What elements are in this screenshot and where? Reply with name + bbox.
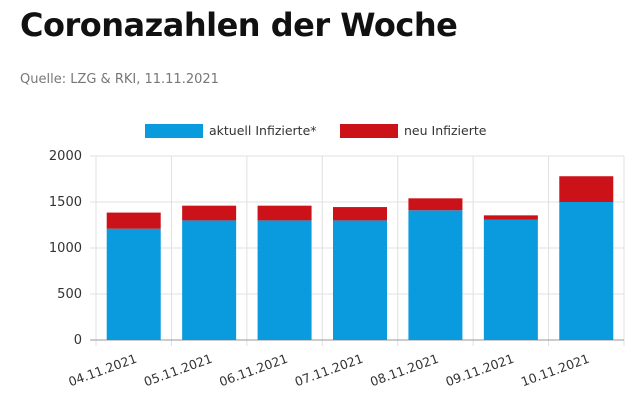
x-tick-label: 04.11.2021 bbox=[66, 351, 138, 390]
chart-title: Coronazahlen der Woche bbox=[20, 6, 458, 44]
bar-aktuell-infizierte bbox=[408, 210, 463, 340]
legend-label-aktuell-infizierte: aktuell Infizierte* bbox=[209, 123, 317, 138]
bar-neu-infizierte bbox=[483, 215, 538, 220]
bar-neu-infizierte bbox=[182, 205, 237, 221]
bar-neu-infizierte bbox=[559, 176, 614, 202]
bar-aktuell-infizierte bbox=[106, 228, 161, 340]
bar-aktuell-infizierte bbox=[257, 220, 312, 340]
y-tick-label: 1000 bbox=[49, 241, 82, 256]
x-tick-label: 06.11.2021 bbox=[217, 351, 289, 390]
x-tick-label: 10.11.2021 bbox=[519, 351, 591, 390]
bar-aktuell-infizierte bbox=[182, 220, 237, 340]
y-tick-label: 0 bbox=[74, 333, 82, 348]
bar-aktuell-infizierte bbox=[333, 220, 387, 340]
x-tick-label: 08.11.2021 bbox=[368, 351, 440, 390]
bar-aktuell-infizierte bbox=[483, 219, 538, 340]
x-tick-label: 05.11.2021 bbox=[142, 351, 214, 390]
source-note: Quelle: LZG & RKI, 11.11.2021 bbox=[20, 72, 219, 87]
y-tick-label: 2000 bbox=[49, 149, 82, 164]
x-tick-label: 09.11.2021 bbox=[443, 351, 515, 390]
x-tick-label: 07.11.2021 bbox=[293, 351, 365, 390]
y-tick-label: 500 bbox=[57, 287, 82, 302]
bar-neu-infizierte bbox=[408, 198, 463, 211]
legend-swatch-aktuell-infizierte bbox=[145, 124, 203, 138]
bar-neu-infizierte bbox=[333, 207, 387, 221]
legend-label-neu-infizierte: neu Infizierte bbox=[404, 123, 487, 138]
bar-neu-infizierte bbox=[106, 212, 161, 229]
y-tick-label: 1500 bbox=[49, 195, 82, 210]
legend-swatch-neu-infizierte bbox=[340, 124, 398, 138]
bar-neu-infizierte bbox=[257, 205, 312, 221]
bar-aktuell-infizierte bbox=[559, 202, 614, 340]
